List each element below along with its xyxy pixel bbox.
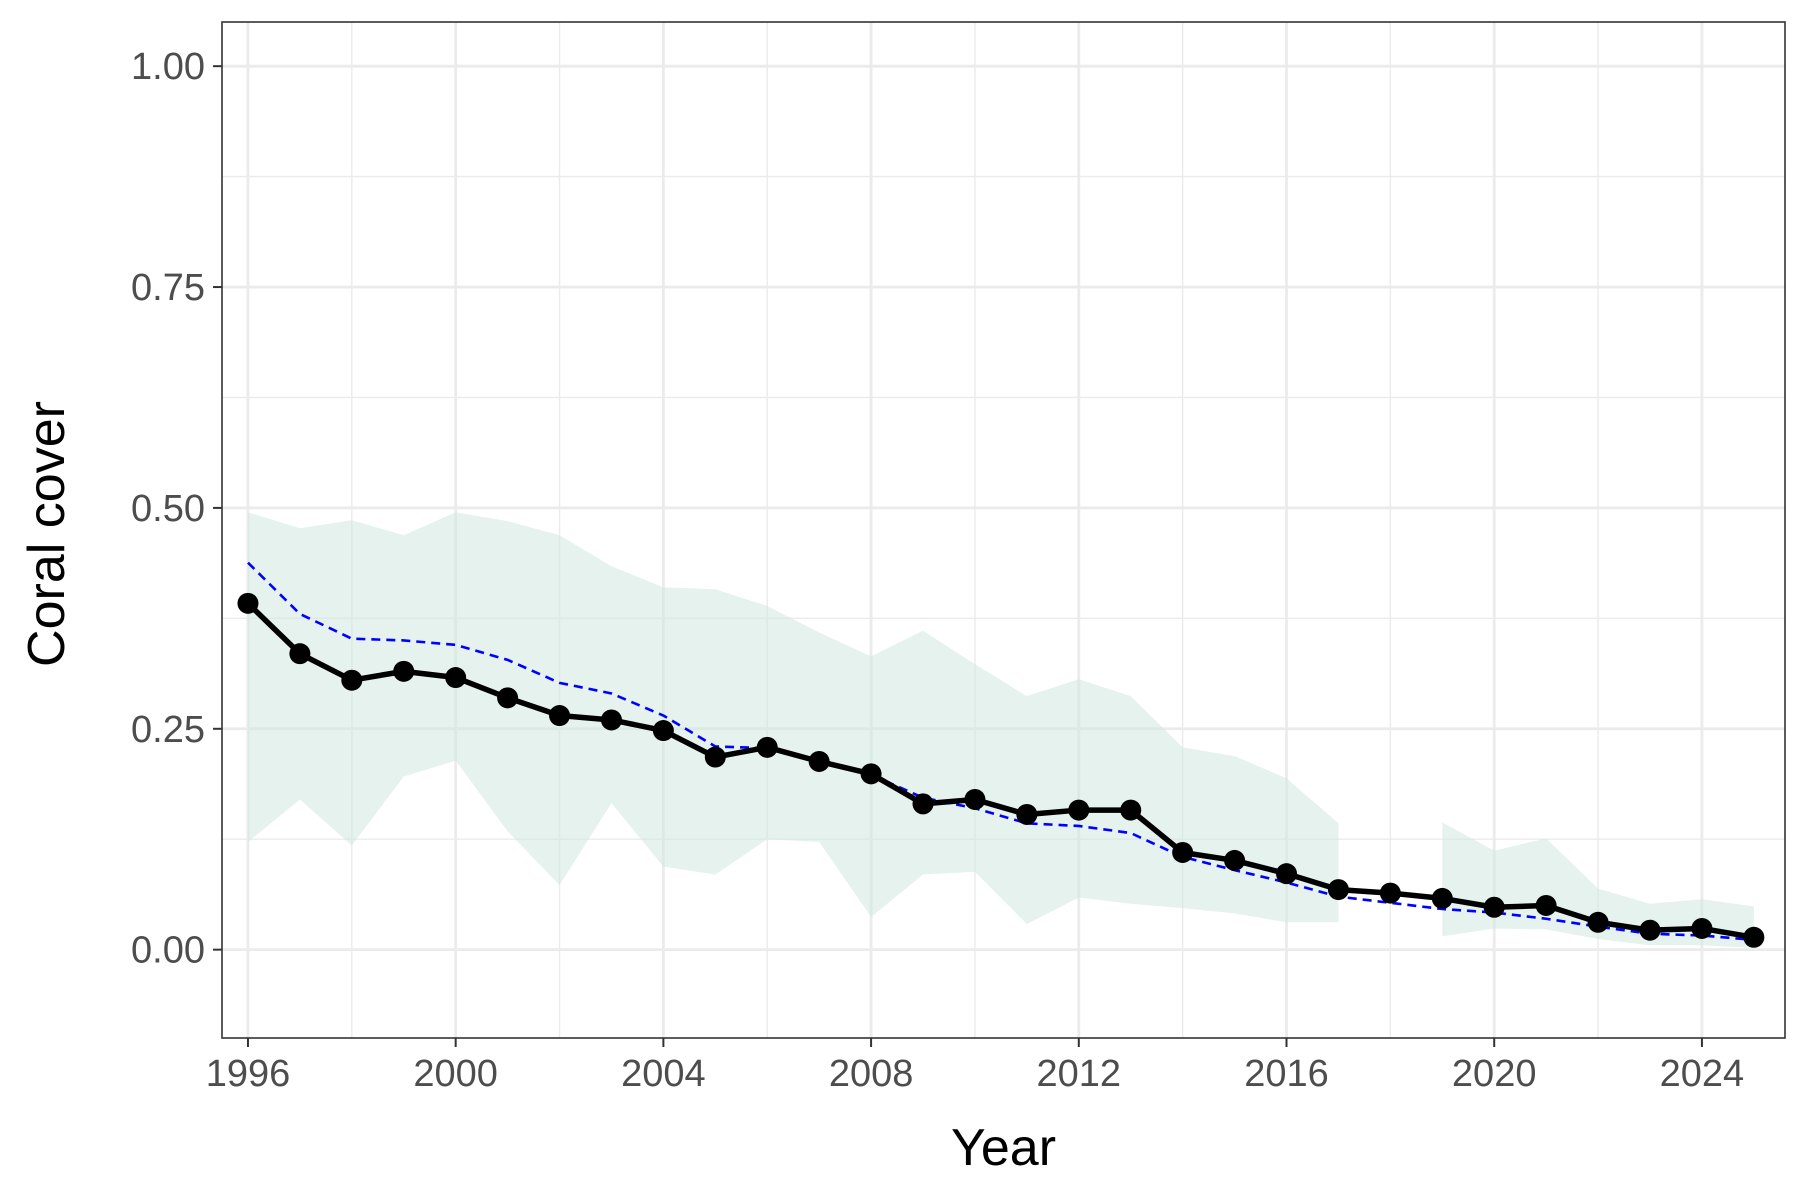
y-tick-label: 0.00 [131, 930, 205, 972]
x-axis-ticks: 1996 2000 2004 2008 2012 2016 2020 2024 [206, 1038, 1745, 1095]
panel-border [221, 21, 1786, 1039]
observed-point [1016, 803, 1038, 825]
observed-point [549, 705, 571, 727]
observed-point [808, 750, 830, 772]
observed-point [445, 667, 467, 689]
observed-point [1639, 919, 1661, 941]
x-tick-label: 2000 [413, 1053, 498, 1095]
observed-points [237, 592, 1765, 948]
observed-point [964, 788, 986, 810]
y-tick-label: 1.00 [131, 46, 205, 88]
observed-point [600, 709, 622, 731]
observed-point [1276, 863, 1298, 885]
observed-point [1224, 849, 1246, 871]
x-tick-label: 2004 [621, 1053, 706, 1095]
observed-point [1587, 911, 1609, 933]
observed-point [1379, 882, 1401, 904]
observed-point [237, 592, 259, 614]
observed-point [1120, 799, 1142, 821]
observed-point [756, 736, 778, 758]
x-tick-label: 2024 [1660, 1053, 1745, 1095]
observed-point [912, 793, 934, 815]
y-tick-label: 0.50 [131, 488, 205, 530]
observed-point [1068, 799, 1090, 821]
observed-point [289, 643, 311, 665]
observed-point [1743, 926, 1765, 948]
observed-point [704, 746, 726, 768]
x-tick-label: 2012 [1037, 1053, 1122, 1095]
observed-point [341, 669, 363, 691]
observed-point [1691, 917, 1713, 939]
x-tick-label: 2020 [1452, 1053, 1537, 1095]
observed-point [1483, 896, 1505, 918]
observed-point [497, 687, 519, 709]
observed-point [1172, 841, 1194, 863]
x-tick-label: 1996 [206, 1053, 291, 1095]
y-tick-label: 0.25 [131, 709, 205, 751]
y-axis-ticks: 0.00 0.25 0.50 0.75 1.00 [131, 46, 222, 972]
observed-point [393, 660, 415, 682]
modelled-line [247, 561, 1754, 942]
confidence-band [247, 512, 1339, 925]
y-axis-title: Coral cover [18, 401, 76, 667]
x-tick-label: 2008 [829, 1053, 914, 1095]
y-tick-label: 0.75 [131, 267, 205, 309]
x-tick-label: 2016 [1244, 1053, 1329, 1095]
grid-minor [222, 22, 1785, 1038]
observed-point [860, 763, 882, 785]
observed-point [652, 720, 674, 742]
observed-point [1431, 887, 1453, 909]
x-axis-title: Year [951, 1119, 1056, 1177]
observed-point [1327, 879, 1349, 901]
observed-point [1535, 894, 1557, 916]
